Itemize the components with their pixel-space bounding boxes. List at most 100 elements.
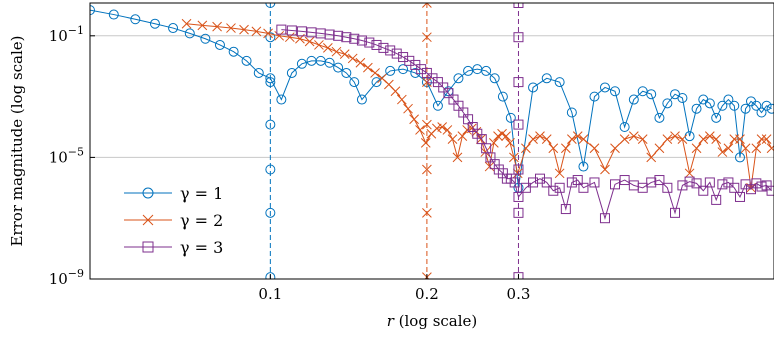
y-tick-label: 10−1	[49, 24, 84, 45]
data-point	[415, 125, 425, 135]
data-point	[619, 122, 630, 133]
data-point	[711, 194, 722, 205]
data-point	[304, 36, 315, 47]
data-point	[662, 182, 673, 193]
data-point	[691, 143, 702, 154]
data-point	[548, 143, 559, 154]
data-point	[646, 177, 657, 188]
data-point	[452, 152, 463, 163]
data-point	[251, 26, 262, 37]
y-tick-label: 10−5	[49, 145, 84, 166]
data-point	[572, 175, 583, 186]
data-point	[416, 64, 427, 75]
data-point	[734, 191, 745, 202]
data-point	[501, 131, 511, 142]
data-point	[481, 65, 492, 76]
data-point	[349, 77, 360, 88]
data-point	[453, 73, 464, 84]
plot-frame	[89, 2, 774, 280]
y-axis-label: Error magnitude (log scale)	[8, 35, 26, 246]
data-point	[265, 73, 276, 84]
data-point	[735, 134, 745, 144]
data-point	[610, 179, 621, 190]
data-point	[505, 173, 516, 184]
data-point	[513, 164, 524, 175]
x-tick-label: 0.1	[258, 285, 282, 303]
data-point	[422, 119, 432, 130]
data-point	[263, 28, 273, 39]
data-point	[637, 134, 648, 144]
data-point	[723, 177, 734, 188]
data-point	[286, 25, 297, 36]
data-point	[567, 134, 577, 144]
data-point	[476, 134, 486, 144]
data-point	[284, 32, 295, 43]
data-point	[654, 175, 665, 186]
data-point	[276, 24, 287, 35]
data-point	[513, 119, 524, 130]
data-point	[751, 178, 762, 189]
data-point	[333, 62, 344, 73]
data-point	[457, 131, 468, 142]
data-point	[432, 77, 443, 88]
legend-entry: γ = 3	[124, 238, 223, 257]
data-point	[349, 33, 360, 44]
data-point	[684, 168, 695, 179]
data-point	[480, 147, 491, 157]
data-point	[711, 112, 722, 123]
data-point	[385, 45, 396, 56]
data-point	[646, 89, 657, 100]
data-point	[704, 177, 715, 188]
data-point	[637, 182, 648, 193]
data-point	[314, 40, 324, 50]
data-point	[142, 241, 154, 253]
data-point	[265, 207, 276, 218]
legend-label: γ = 3	[180, 238, 223, 257]
data-point	[610, 86, 621, 97]
data-point	[761, 100, 772, 111]
data-point	[265, 32, 276, 43]
data-point	[197, 20, 208, 31]
data-point	[265, 3, 276, 8]
data-point	[505, 112, 516, 123]
legend-entry: γ = 1	[124, 184, 223, 203]
data-point	[698, 185, 709, 196]
data-point	[723, 94, 734, 105]
data-point	[628, 131, 639, 142]
data-point	[265, 164, 276, 175]
data-point	[420, 138, 431, 148]
data-point	[385, 65, 396, 76]
data-point	[599, 82, 610, 93]
data-point	[711, 134, 722, 144]
data-point	[398, 52, 409, 63]
data-point	[371, 77, 382, 88]
data-point	[422, 164, 432, 175]
data-point	[654, 143, 665, 154]
legend-label: γ = 1	[180, 184, 223, 203]
data-point	[578, 161, 589, 172]
data-point	[437, 122, 448, 132]
data-point	[497, 168, 508, 179]
data-point	[168, 23, 179, 34]
data-point	[447, 134, 458, 144]
data-point	[589, 143, 600, 154]
data-point	[341, 67, 352, 78]
data-point	[628, 94, 639, 105]
data-point	[513, 207, 524, 218]
data-point	[422, 207, 432, 218]
legend-entry: γ = 2	[124, 211, 223, 230]
data-point	[396, 94, 407, 105]
data-point	[677, 134, 688, 144]
data-point	[734, 152, 745, 163]
data-point	[90, 5, 95, 16]
data-point	[228, 46, 239, 57]
data-point	[390, 86, 401, 97]
data-point	[698, 134, 709, 144]
data-point	[513, 272, 524, 279]
data-point	[717, 100, 728, 111]
data-point	[766, 185, 774, 196]
data-point	[463, 65, 474, 76]
data-point	[723, 143, 734, 154]
data-point	[704, 131, 715, 142]
